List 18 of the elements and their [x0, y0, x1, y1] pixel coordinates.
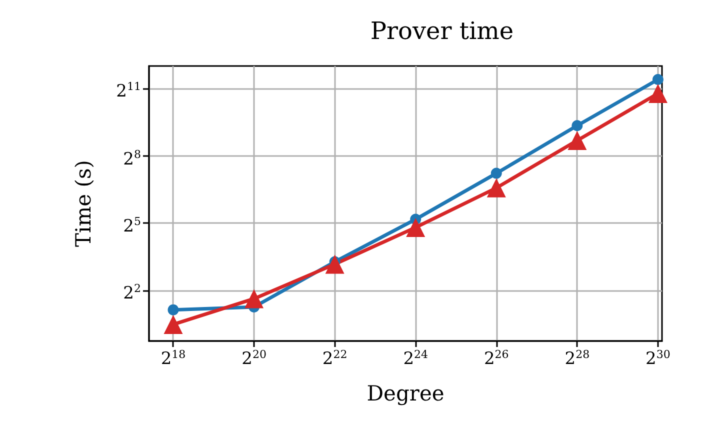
point	[648, 84, 668, 104]
y-axis-title: Time (s)	[72, 160, 96, 247]
y-tick-label: 2$^{5}$	[123, 214, 141, 238]
y-tick-label: 2$^{8}$	[123, 146, 141, 170]
point	[325, 254, 344, 274]
point	[490, 168, 502, 179]
point	[568, 131, 587, 150]
point	[572, 120, 583, 132]
chart-title: Prover time	[370, 17, 514, 45]
point	[164, 314, 183, 334]
y-tick-label: 2$^{11}$	[116, 79, 141, 104]
point	[168, 304, 179, 316]
point	[652, 74, 664, 85]
y-tick-label: 2$^{2}$	[123, 281, 141, 306]
point	[244, 289, 264, 308]
x-axis-title: Degree	[366, 382, 444, 406]
point	[406, 218, 426, 237]
point	[486, 178, 506, 198]
